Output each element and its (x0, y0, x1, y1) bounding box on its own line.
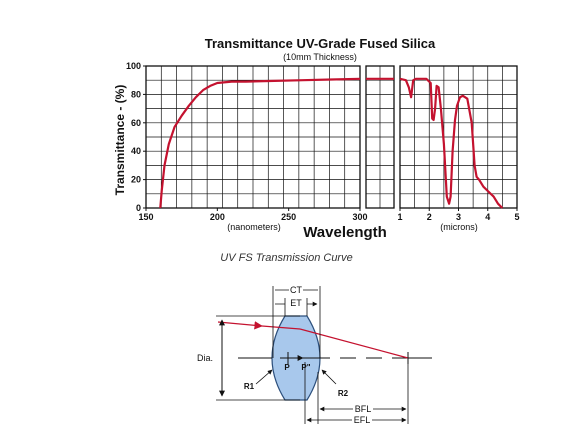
chart-subtitle: (10mm Thickness) (283, 52, 357, 62)
x-tick-label: 1 (397, 212, 402, 222)
y-tick-label: 0 (136, 203, 141, 213)
x-tick-label: 2 (427, 212, 432, 222)
dia-label: Dia. (197, 353, 213, 363)
chart-panels: 150 200 250 300 1 2 3 4 5 (138, 65, 520, 222)
x-tick-label: 150 (138, 212, 153, 222)
y-tick-label: 60 (131, 118, 141, 128)
x-tick-label: 5 (514, 212, 519, 222)
series-line (159, 77, 361, 209)
r1-label: R1 (244, 382, 255, 391)
ray-incoming (217, 321, 263, 330)
lens-shape (271, 315, 321, 401)
ray-through-lens (261, 325, 301, 330)
x-tick-label: 250 (281, 212, 296, 222)
nm-panel: 150 200 250 300 (138, 65, 368, 222)
y-tick-labels: 0 20 40 60 80 100 (126, 61, 146, 213)
micron-panel: 1 2 3 4 5 (397, 65, 520, 222)
panel-frame (365, 65, 395, 209)
ray-to-focus (299, 328, 409, 359)
x-unit-label-microns: (microns) (440, 222, 478, 232)
y-tick-label: 40 (131, 146, 141, 156)
principal-point-p: P (284, 363, 290, 372)
chart-title: Transmittance UV-Grade Fused Silica (205, 36, 436, 51)
efl-label: EFL (354, 415, 371, 425)
y-tick-label: 100 (126, 61, 141, 71)
y-tick-label: 20 (131, 175, 141, 185)
x-tick-label: 4 (485, 212, 490, 222)
x-unit-label-nm: (nanometers) (227, 222, 281, 232)
principal-point-p-prime: P" (301, 363, 310, 372)
chart-caption: UV FS Transmission Curve (220, 252, 353, 264)
et-label: ET (290, 298, 302, 308)
r2-pointer (321, 369, 337, 385)
series-line (399, 77, 504, 209)
gap-panel (365, 65, 395, 209)
x-tick-label: 300 (352, 212, 367, 222)
x-tick-label: 3 (456, 212, 461, 222)
transmittance-chart: Transmittance UV-Grade Fused Silica (10m… (113, 36, 520, 241)
bfl-label: BFL (355, 404, 372, 414)
x-tick-label: 200 (210, 212, 225, 222)
r1-pointer (255, 369, 273, 385)
panel-frame (145, 65, 361, 209)
y-tick-label: 80 (131, 89, 141, 99)
y-axis-label: Transmittance - (%) (113, 85, 127, 196)
x-axis-label: Wavelength (303, 224, 387, 241)
ct-label: CT (290, 285, 302, 295)
r2-label: R2 (338, 389, 349, 398)
